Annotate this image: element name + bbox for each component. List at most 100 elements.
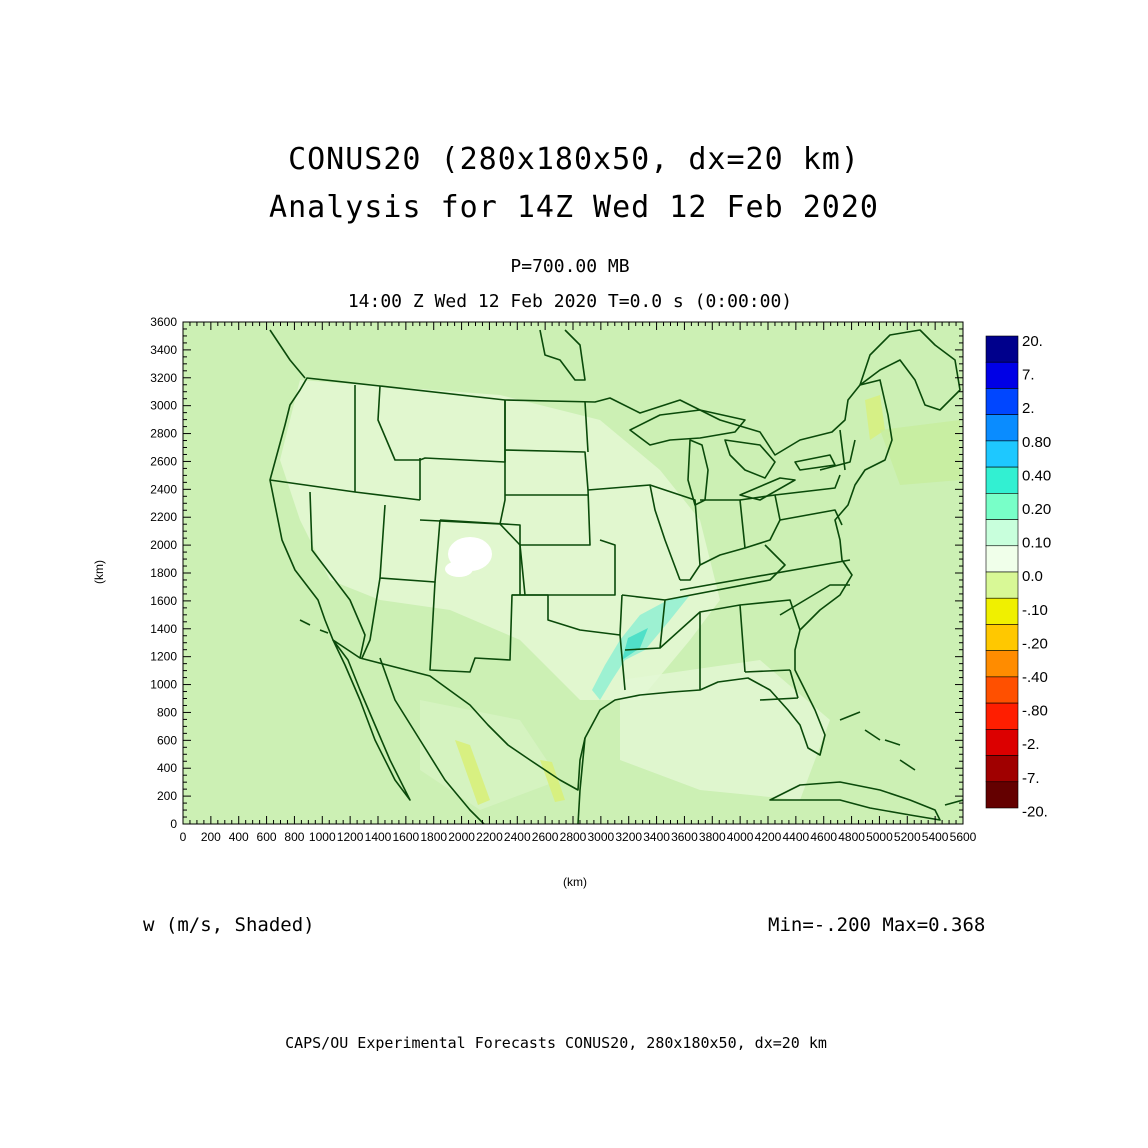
tick-label: 1400 [150, 622, 177, 636]
state-line [679, 559, 851, 591]
state-line [309, 491, 366, 659]
state-line [779, 584, 850, 616]
colorbar-label: 0.0 [1022, 568, 1043, 585]
colorbar-swatch [985, 781, 1019, 809]
baja-coast [332, 639, 411, 801]
tick-label: 200 [201, 830, 221, 844]
tick-label: 1200 [337, 830, 364, 844]
state-line [439, 519, 521, 595]
hispaniola [944, 799, 963, 806]
tick-label: 2800 [150, 427, 177, 441]
colorbar-swatch [985, 676, 1019, 704]
tick-label: 4000 [727, 830, 754, 844]
tick-label: 2600 [532, 830, 559, 844]
upward-motion-band [592, 595, 690, 700]
tick-label: 0 [170, 817, 177, 831]
colorbar-swatch [985, 361, 1019, 389]
mexico-coast [379, 657, 486, 824]
colorbar-swatch [985, 729, 1019, 756]
tick-label: 4800 [838, 830, 865, 844]
state-line [659, 599, 801, 690]
colorbar-swatch [985, 466, 1019, 494]
tick-label: 2400 [150, 482, 177, 496]
colorbar-label: -.80 [1022, 703, 1048, 720]
cuba [769, 781, 941, 821]
colorbar-swatch [985, 414, 1019, 442]
tick-label: 2200 [150, 510, 177, 524]
state-line [512, 594, 623, 636]
tick-label: 3200 [150, 371, 177, 385]
lake-superior [629, 409, 746, 446]
bahamas [839, 711, 916, 771]
colorbar-swatch [985, 755, 1019, 783]
tick-label: 3400 [643, 830, 670, 844]
colorbar-label: -.10 [1022, 602, 1048, 619]
tick-label: 1800 [420, 830, 447, 844]
tick-label: 2800 [560, 830, 587, 844]
colorbar-label: -2. [1022, 736, 1040, 753]
colorbar-label: -.20 [1022, 635, 1048, 652]
x-axis-label: (km) [563, 875, 587, 889]
colorbar-label: -7. [1022, 770, 1040, 787]
tick-label: 1400 [365, 830, 392, 844]
tick-label: 1800 [150, 566, 177, 580]
colorbar-swatch [985, 493, 1019, 520]
lake-ontario [794, 454, 836, 471]
colorbar-label: 0.10 [1022, 535, 1051, 552]
plot-title-line1: CONUS20 (280x180x50, dx=20 km) [288, 142, 860, 177]
tick-label: 600 [157, 733, 177, 747]
colorbar-label: 0.20 [1022, 501, 1051, 518]
colorbar-label: 7. [1022, 367, 1035, 384]
tick-label: 0 [180, 830, 187, 844]
downward-motion-patch [455, 740, 490, 805]
upward-motion-core [622, 628, 648, 660]
tick-label: 2000 [150, 538, 177, 552]
state-line [774, 474, 843, 526]
tick-label: 2600 [150, 454, 177, 468]
tick-label: 5000 [866, 830, 893, 844]
downward-motion-patch [865, 395, 885, 440]
colorbar-swatch [985, 545, 1019, 573]
tick-label: 1000 [150, 678, 177, 692]
light-field-patch [280, 380, 720, 700]
tick-label: 4400 [783, 830, 810, 844]
tick-label: 3400 [150, 343, 177, 357]
credit-footer: CAPS/OU Experimental Forecasts CONUS20, … [285, 1034, 827, 1052]
tick-label: 3200 [615, 830, 642, 844]
tick-label: 5200 [894, 830, 921, 844]
tick-label: 1600 [150, 594, 177, 608]
colorbar-label: -.40 [1022, 669, 1048, 686]
tick-label: 3000 [588, 830, 615, 844]
colorbar [985, 335, 1019, 809]
downward-motion-patch [880, 420, 960, 485]
state-line [269, 479, 421, 501]
colorbar-swatch [985, 335, 1019, 363]
shaded-field [280, 380, 960, 810]
tick-label: 2000 [448, 830, 475, 844]
colorbar-label: -20. [1022, 803, 1048, 820]
tick-label: 3000 [150, 399, 177, 413]
tick-label: 4200 [755, 830, 782, 844]
lake-huron [724, 439, 776, 479]
state-line [584, 401, 681, 581]
time-label: 14:00 Z Wed 12 Feb 2020 T=0.0 s (0:00:00… [347, 291, 793, 312]
colorbar-label: 0.80 [1022, 434, 1051, 451]
canada-coast [269, 329, 306, 379]
tick-label: 1200 [150, 650, 177, 664]
tick-label: 3600 [671, 830, 698, 844]
channel-islands [299, 619, 329, 634]
tick-label: 1600 [393, 830, 420, 844]
tick-label: 400 [157, 761, 177, 775]
tick-label: 2400 [504, 830, 531, 844]
tick-label: 400 [229, 830, 249, 844]
hudson-bay-coast [539, 329, 586, 381]
tick-label: 3600 [150, 315, 177, 329]
state-line [379, 504, 441, 583]
labrador-coast [859, 329, 961, 411]
axis-tick-labels: 0 200 400 600 800 1000 1200 1400 1600 1800 2000 220… [150, 315, 976, 844]
colorbar-labels: 20. 7. 2. 0.80 0.40 0.20 0.10 0.0 -.10 -.20 -.40 -.… [1022, 333, 1051, 820]
gulf-coast-mexico [577, 737, 586, 824]
y-axis-label: (km) [92, 560, 106, 584]
min-max-label: Min=-.200 Max=0.368 [768, 914, 986, 936]
